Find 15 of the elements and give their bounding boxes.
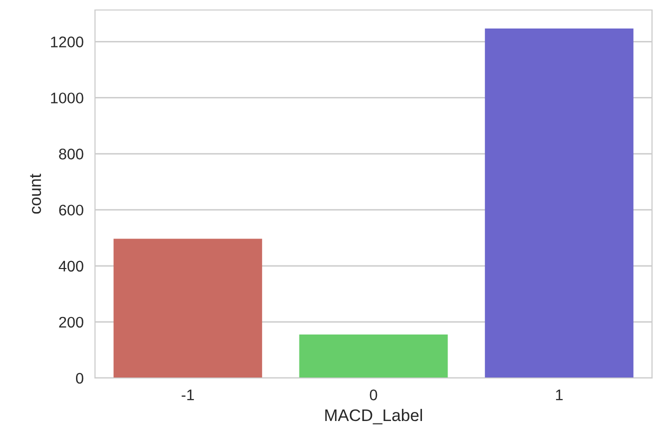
y-tick-label: 400: [58, 260, 84, 272]
bar: [484, 28, 634, 378]
bar: [299, 334, 448, 378]
y-tick-label: 600: [59, 204, 84, 216]
x-tick-label: 1: [556, 390, 563, 400]
y-tick-label: 0: [76, 372, 84, 384]
x-axis-title: MACD_Label: [325, 408, 422, 424]
y-tick-label: 200: [59, 316, 84, 328]
y-axis-title: count: [30, 174, 42, 214]
y-tick-label: 1200: [51, 36, 84, 48]
x-tick-label: -1: [182, 390, 194, 400]
y-tick-label: 1000: [51, 92, 84, 104]
x-tick-label: 0: [370, 390, 378, 400]
bar: [114, 238, 262, 378]
y-tick-label: 800: [59, 148, 84, 160]
